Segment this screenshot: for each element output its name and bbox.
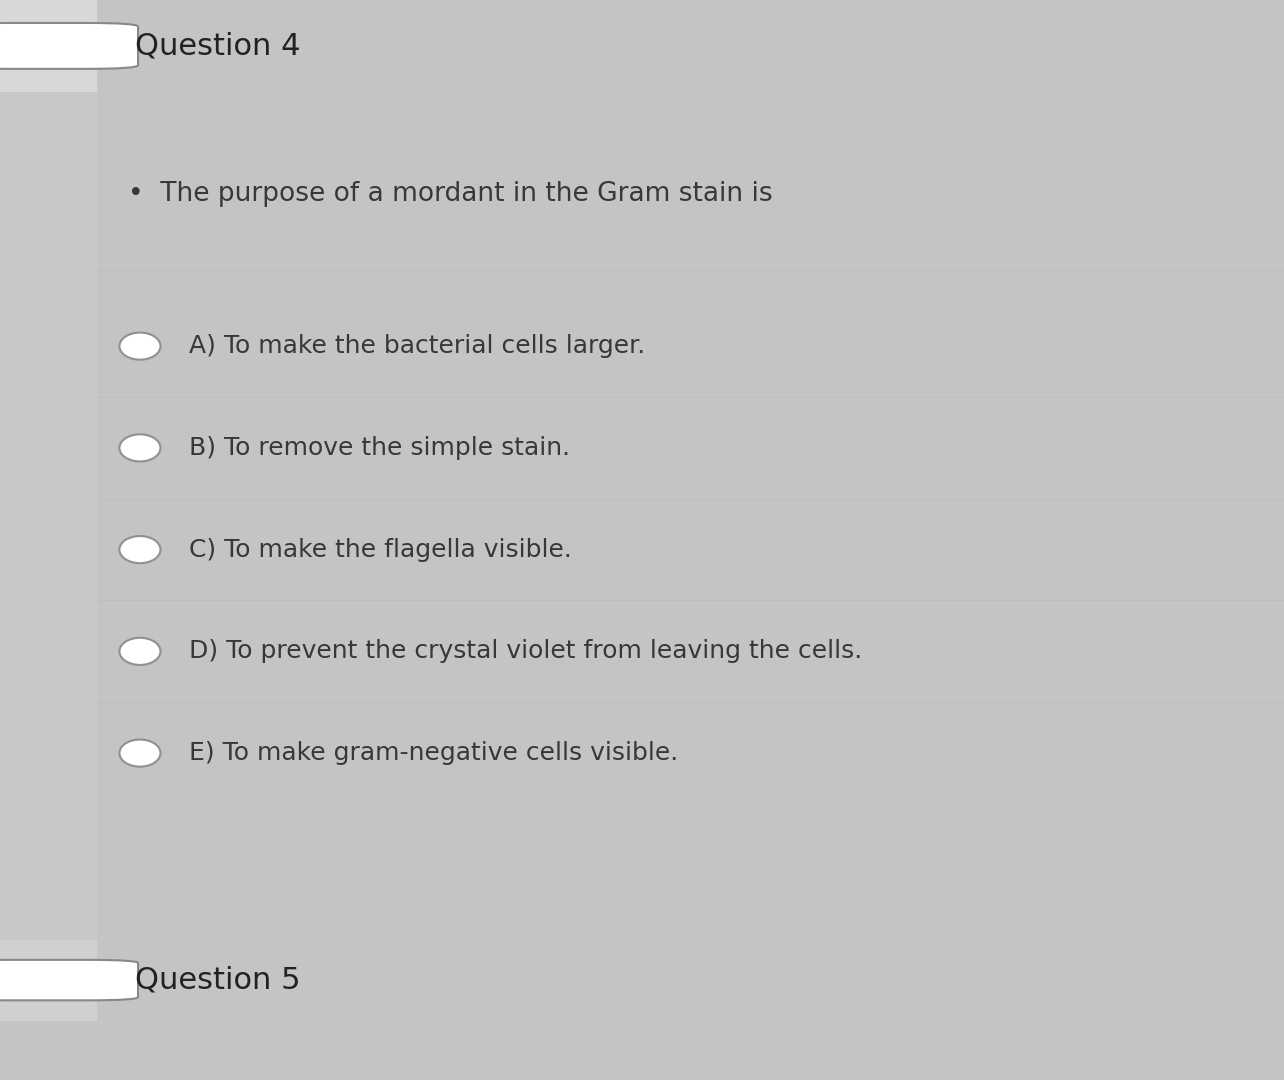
Circle shape <box>119 536 160 563</box>
Text: E) To make gram-negative cells visible.: E) To make gram-negative cells visible. <box>189 741 678 765</box>
Text: D) To prevent the crystal violet from leaving the cells.: D) To prevent the crystal violet from le… <box>189 639 862 663</box>
Text: •  The purpose of a mordant in the Gram stain is: • The purpose of a mordant in the Gram s… <box>128 180 773 206</box>
Circle shape <box>119 333 160 360</box>
Bar <box>0 0 96 92</box>
Text: Question 4: Question 4 <box>135 31 300 60</box>
Text: B) To remove the simple stain.: B) To remove the simple stain. <box>189 436 570 460</box>
Circle shape <box>119 740 160 767</box>
Circle shape <box>119 638 160 665</box>
Text: A) To make the bacterial cells larger.: A) To make the bacterial cells larger. <box>189 334 645 359</box>
Circle shape <box>119 434 160 461</box>
Bar <box>0 92 96 940</box>
Bar <box>0 940 96 1021</box>
FancyBboxPatch shape <box>0 23 139 69</box>
Text: C) To make the flagella visible.: C) To make the flagella visible. <box>189 538 571 562</box>
Text: Question 5: Question 5 <box>135 966 300 995</box>
FancyBboxPatch shape <box>0 960 139 1000</box>
